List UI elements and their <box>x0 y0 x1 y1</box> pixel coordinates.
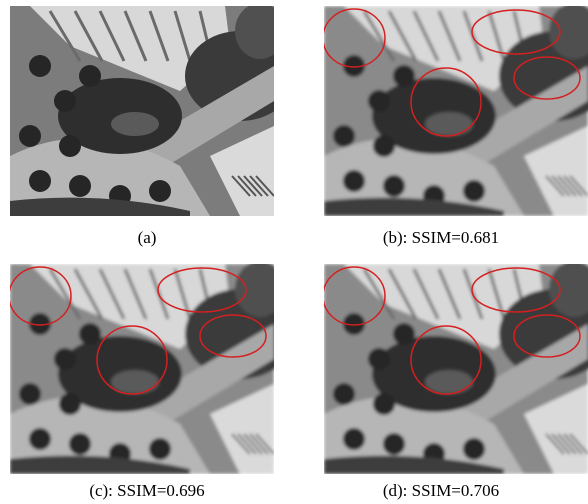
highlight-circle <box>199 314 267 358</box>
caption-b: (b): SSIM=0.681 <box>382 228 500 247</box>
panel-a-image <box>10 6 274 216</box>
highlight-circle <box>513 314 581 358</box>
highlight-circle <box>410 325 482 395</box>
aerial-photo-a <box>10 6 274 216</box>
highlight-circle <box>157 267 247 313</box>
aerial-photo-b <box>324 6 588 216</box>
panel-b-image <box>324 6 588 216</box>
panel-c-image <box>10 264 274 474</box>
highlight-circle <box>10 266 72 326</box>
highlight-circle <box>513 56 581 100</box>
highlight-circle <box>96 325 168 395</box>
panel-d-image <box>324 264 588 474</box>
caption-a: (a) <box>137 228 157 247</box>
highlight-circle <box>410 67 482 137</box>
highlight-circle <box>471 267 561 313</box>
highlight-circle <box>324 8 386 68</box>
highlight-circle <box>471 9 561 55</box>
aerial-photo-d <box>324 264 588 474</box>
caption-c: (c): SSIM=0.696 <box>89 481 205 500</box>
highlight-circle <box>324 266 386 326</box>
caption-d: (d): SSIM=0.706 <box>382 481 500 500</box>
aerial-photo-c <box>10 264 274 474</box>
